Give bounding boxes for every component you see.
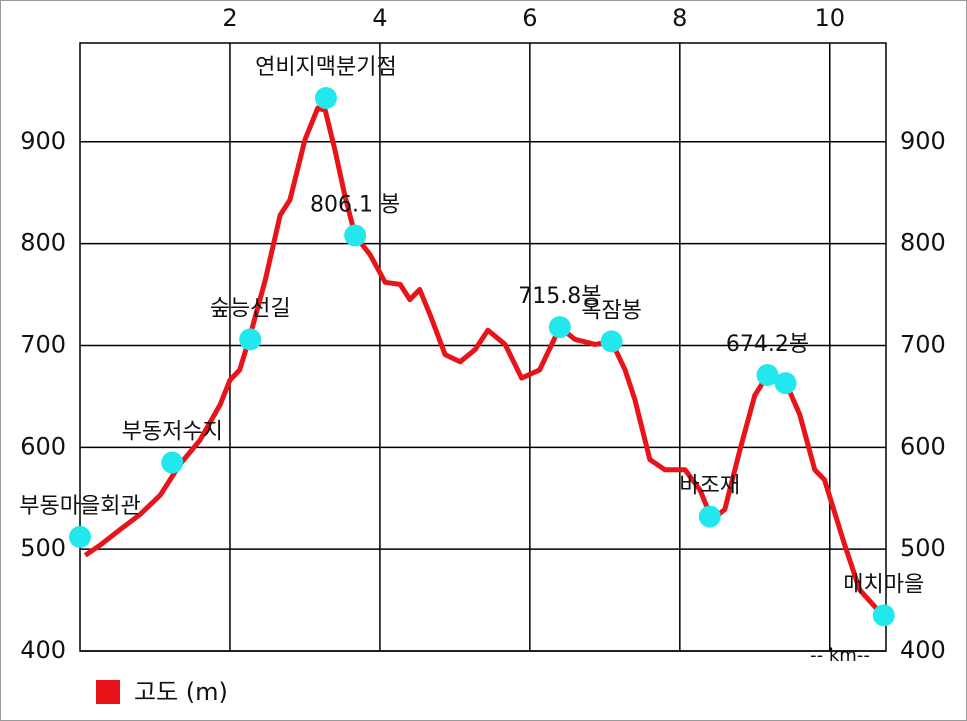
- waypoint-label: 바조재: [679, 474, 740, 499]
- y-tick-label: 700: [20, 330, 66, 358]
- waypoint-label: 674.2봉: [726, 332, 809, 357]
- waypoint-label: 806.1 봉: [310, 192, 400, 217]
- waypoint-label: 매치마을: [843, 572, 924, 597]
- waypoint-label: 부동저수지: [122, 420, 223, 445]
- legend-label: 고도 (m): [134, 678, 228, 706]
- y-tick-label: 400: [20, 636, 66, 664]
- y2-tick-label: 500: [900, 534, 946, 562]
- x-tick-label: 2: [222, 4, 237, 32]
- y-tick-label: 500: [20, 534, 66, 562]
- waypoint-label: 옥잠봉: [581, 298, 642, 323]
- waypoint-label: 715.8봉: [518, 284, 601, 309]
- waypoint: [314, 86, 337, 109]
- y2-tick-label: 700: [900, 330, 946, 358]
- waypoint: [756, 364, 779, 387]
- waypoint: [161, 451, 184, 474]
- plot-border: [79, 42, 887, 652]
- elevation-line: [83, 105, 882, 614]
- y-tick-label: 900: [20, 127, 66, 155]
- waypoint: [600, 330, 623, 353]
- waypoint: [698, 505, 721, 528]
- y2-tick-label: 900: [900, 127, 946, 155]
- x-axis-label: -- km--: [810, 645, 870, 666]
- x-tick-label: 8: [672, 4, 687, 32]
- waypoint: [774, 372, 797, 395]
- x-tick-label: 4: [372, 4, 387, 32]
- waypoint-label: 부동마을회관: [19, 494, 140, 519]
- waypoint: [239, 328, 262, 351]
- waypoint-label: 연비지맥분기점: [255, 55, 397, 80]
- waypoint: [344, 224, 367, 247]
- y-tick-label: 800: [20, 229, 66, 257]
- y2-tick-label: 600: [900, 432, 946, 460]
- x-tick-label: 6: [522, 4, 537, 32]
- y2-tick-label: 400: [900, 636, 946, 664]
- legend-swatch: [96, 680, 120, 704]
- waypoint: [872, 604, 895, 627]
- y2-tick-label: 800: [900, 229, 946, 257]
- waypoint: [548, 316, 571, 339]
- waypoint: [69, 525, 91, 548]
- waypoint-label: 숲능선길: [210, 296, 291, 321]
- x-tick-label: 10: [814, 4, 845, 32]
- y-tick-label: 600: [20, 432, 66, 460]
